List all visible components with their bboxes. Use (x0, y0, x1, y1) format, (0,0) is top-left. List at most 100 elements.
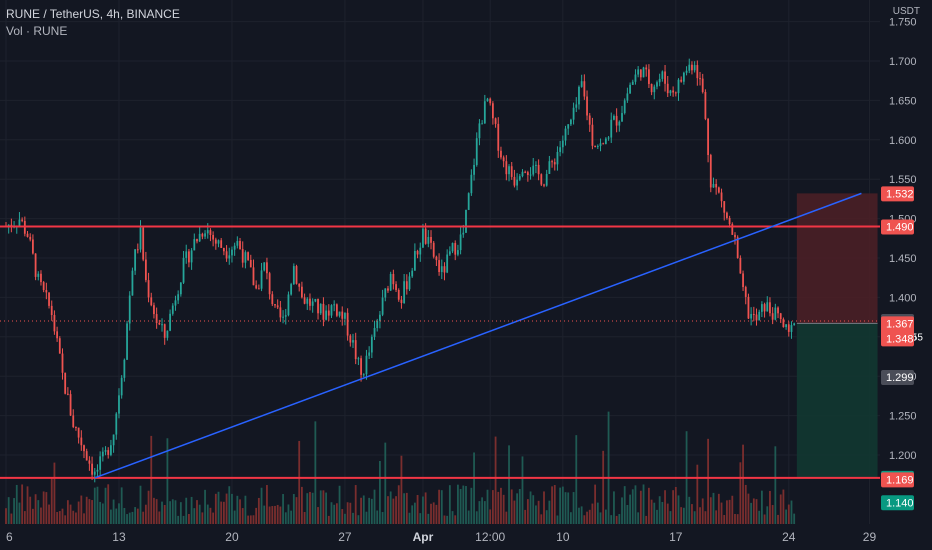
candle-body (107, 450, 110, 455)
candle-body (561, 140, 564, 148)
volume-bar (645, 515, 648, 524)
candle-body (185, 251, 188, 258)
volume-bar (717, 493, 720, 524)
volume-bar (123, 507, 126, 524)
volume-bar (233, 510, 236, 524)
price-tick: 1.450 (889, 253, 917, 265)
volume-bar (134, 507, 137, 524)
volume-bar (392, 498, 395, 524)
volume-bar (535, 505, 537, 524)
volume-bar (387, 496, 389, 524)
candle-body (158, 322, 161, 325)
time-tick: 27 (338, 530, 352, 544)
volume-bar (96, 486, 99, 524)
candle-body (128, 295, 131, 324)
candle-body (500, 150, 502, 158)
candle-body (470, 174, 473, 194)
volume-bar (161, 501, 163, 524)
candle-body (650, 83, 653, 93)
candle-body (403, 281, 406, 304)
volume-bar (545, 510, 548, 524)
candle-body (481, 123, 484, 125)
candle-body (77, 427, 80, 438)
volume-bar (459, 489, 462, 524)
volume-bar (513, 500, 516, 524)
volume-bar (174, 500, 177, 524)
volume-bar (682, 507, 685, 524)
candle-body (637, 69, 640, 75)
candle-body (112, 434, 115, 446)
volume-bar (212, 512, 215, 524)
volume-bar (604, 509, 607, 524)
candle-body (42, 282, 45, 291)
volume-bar (61, 508, 64, 524)
stop-loss-zone (796, 193, 878, 324)
candle-body (317, 298, 319, 314)
volume-bar (500, 487, 502, 524)
candle-body (766, 302, 769, 312)
candle-body (29, 236, 32, 240)
volume-bar (368, 497, 371, 524)
volume-bar (551, 486, 553, 524)
volume-bar (247, 515, 249, 524)
candle-body (50, 305, 53, 316)
candle-body (769, 302, 771, 314)
candle-body (774, 307, 777, 320)
candle-body (645, 67, 648, 70)
candle-body (387, 288, 389, 291)
candle-body (257, 288, 260, 290)
volume-bar (432, 502, 435, 524)
candle-body (64, 372, 67, 394)
volume-bar (274, 505, 276, 524)
candle-body (438, 260, 440, 273)
candle-body (376, 320, 379, 329)
candle-body (58, 338, 61, 354)
volume-bar (413, 502, 416, 524)
candle-body (18, 219, 21, 226)
volume-bar (37, 500, 40, 524)
volume-bar (306, 493, 309, 524)
candle-body (255, 285, 258, 289)
candle-body (298, 283, 301, 287)
candle-body (40, 273, 42, 283)
candle-body (535, 164, 537, 166)
candle-body (639, 69, 642, 78)
volume-bar (209, 507, 212, 524)
candle-body (196, 239, 198, 242)
candle-body (379, 314, 381, 321)
volume-bar (680, 507, 683, 524)
candle-body (661, 71, 664, 79)
volume-bar (349, 502, 352, 524)
price-tick: 1.250 (889, 411, 917, 423)
volume-bar (325, 492, 328, 524)
volume-bar (731, 495, 734, 524)
price-label-text: 1.140 (886, 497, 914, 509)
volume-bar (443, 515, 446, 524)
candle-body (365, 355, 368, 375)
candle-body (693, 65, 696, 71)
candle-body (292, 266, 295, 285)
volume-bar (75, 512, 77, 524)
candle-body (771, 313, 774, 320)
candle-body (120, 377, 123, 396)
candle-body (626, 93, 629, 101)
candle-body (56, 331, 59, 339)
volume-bar (524, 509, 527, 524)
candle-body (685, 70, 688, 73)
volume-bar (508, 445, 510, 524)
candle-body (602, 143, 605, 145)
volume-bar (268, 506, 271, 524)
volume-bar (750, 502, 753, 524)
candle-body (629, 84, 631, 94)
candle-body (182, 257, 185, 283)
volume-bar (260, 487, 263, 524)
candle-body (475, 138, 478, 165)
volume-bar (567, 492, 570, 524)
volume-bar (766, 506, 769, 524)
candle-body (395, 284, 397, 290)
volume-bar (435, 504, 438, 524)
candle-body (720, 192, 723, 202)
candle-body (478, 123, 481, 139)
volume-bar (709, 497, 712, 524)
